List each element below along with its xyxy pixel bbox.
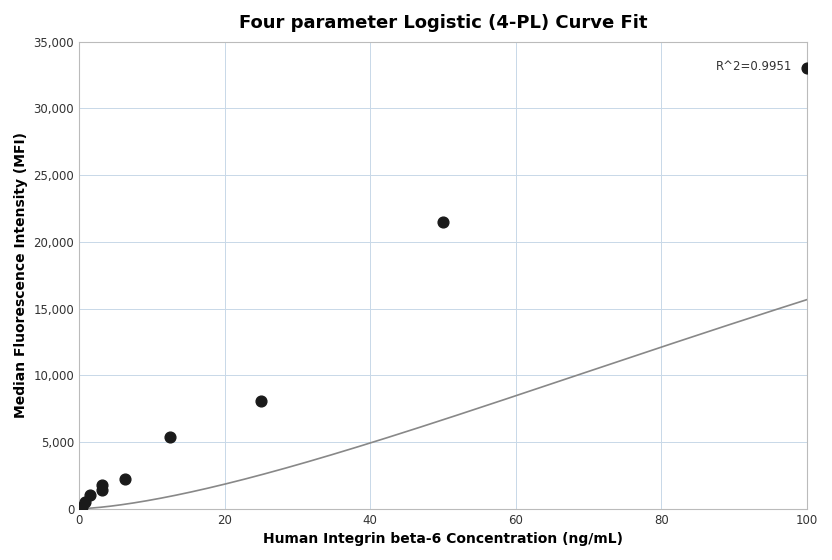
- X-axis label: Human Integrin beta-6 Concentration (ng/mL): Human Integrin beta-6 Concentration (ng/…: [263, 532, 623, 546]
- Text: R^2=0.9951: R^2=0.9951: [716, 60, 792, 73]
- Point: [76, 502, 89, 511]
- Point: [800, 64, 814, 73]
- Title: Four parameter Logistic (4-PL) Curve Fit: Four parameter Logistic (4-PL) Curve Fit: [239, 14, 647, 32]
- Point: [255, 396, 268, 405]
- Point: [163, 432, 176, 441]
- Point: [95, 486, 108, 494]
- Point: [118, 475, 131, 484]
- Point: [436, 217, 449, 226]
- Point: [95, 480, 108, 489]
- Point: [84, 491, 97, 500]
- Y-axis label: Median Fluorescence Intensity (MFI): Median Fluorescence Intensity (MFI): [14, 132, 28, 418]
- Point: [78, 497, 92, 506]
